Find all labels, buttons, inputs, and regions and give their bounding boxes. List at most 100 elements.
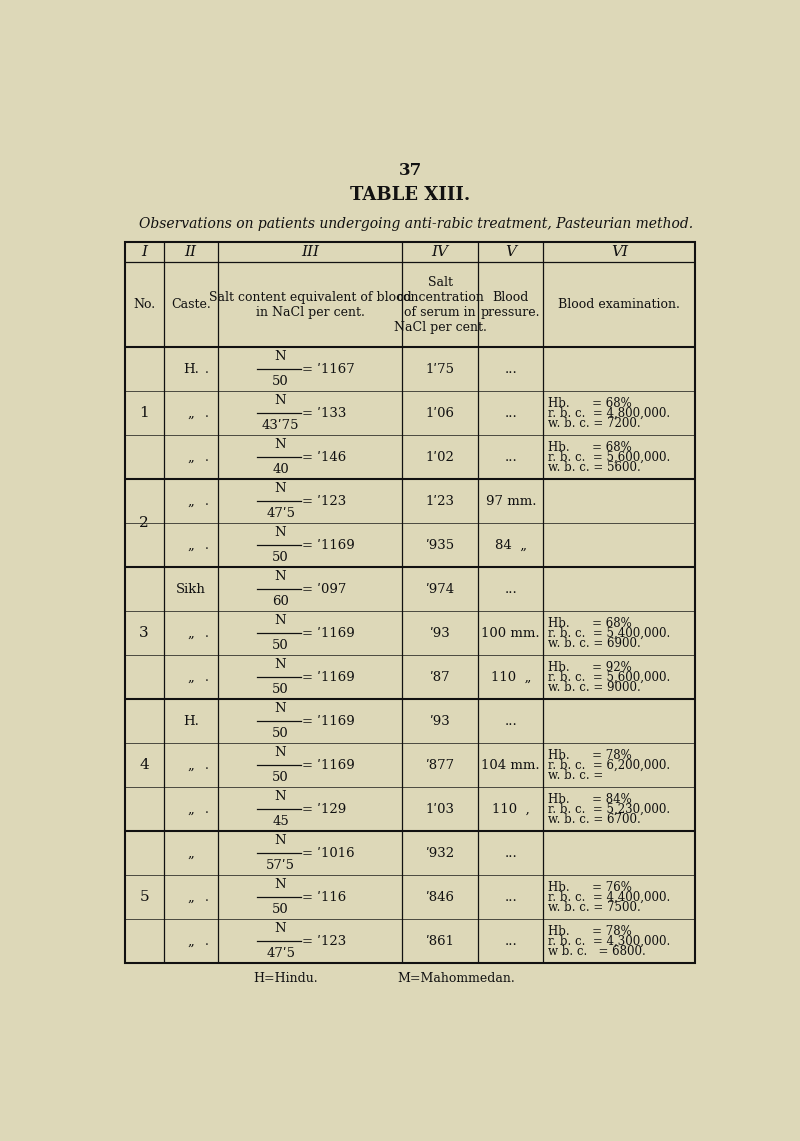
Text: w. b. c. = 7200.: w. b. c. = 7200. [548, 416, 641, 430]
Text: N: N [274, 438, 286, 451]
Text: 60: 60 [272, 596, 289, 608]
Text: H=Hindu.: H=Hindu. [254, 972, 318, 985]
Text: w. b. c. =: w. b. c. = [548, 769, 603, 782]
Text: Hb.      = 84%: Hb. = 84% [548, 793, 632, 806]
Text: .: . [205, 539, 209, 551]
Text: ...: ... [504, 891, 517, 904]
Text: No.: No. [133, 298, 155, 311]
Text: ...: ... [504, 406, 517, 420]
Text: 50: 50 [272, 551, 289, 565]
Text: 47ʹ5: 47ʹ5 [266, 508, 295, 520]
Text: N: N [274, 526, 286, 539]
Text: r. b. c.  = 5,600,000.: r. b. c. = 5,600,000. [548, 451, 670, 463]
Text: r. b. c.  = 5,400,000.: r. b. c. = 5,400,000. [548, 626, 670, 640]
Text: IV: IV [432, 245, 449, 259]
Text: 47ʹ5: 47ʹ5 [266, 947, 295, 961]
Text: 50: 50 [272, 771, 289, 784]
Text: „: „ [187, 847, 194, 859]
Text: r. b. c.  = 5,230,000.: r. b. c. = 5,230,000. [548, 802, 670, 816]
Text: 1: 1 [139, 406, 149, 420]
Text: Observations on patients undergoing anti-rabic treatment, Pasteurian method.: Observations on patients undergoing anti… [138, 217, 693, 230]
Text: „: „ [187, 495, 194, 508]
Bar [125, 242, 695, 963]
Text: ...: ... [504, 847, 517, 859]
Text: N: N [274, 834, 286, 847]
Text: r. b. c.  = 5,600,000.: r. b. c. = 5,600,000. [548, 671, 670, 683]
Text: .: . [205, 802, 209, 816]
Text: ʹ87: ʹ87 [430, 671, 450, 683]
Text: Hb.      = 68%: Hb. = 68% [548, 440, 632, 454]
Text: = ʹ097: = ʹ097 [302, 583, 346, 596]
Text: = ʹ133: = ʹ133 [302, 406, 346, 420]
Text: ʹ935: ʹ935 [426, 539, 454, 551]
Text: Hb.      = 78%: Hb. = 78% [548, 924, 632, 938]
Text: 45: 45 [272, 816, 289, 828]
Text: TABLE XIII.: TABLE XIII. [350, 186, 470, 204]
Text: 50: 50 [272, 375, 289, 388]
Text: r. b. c.  = 6,200,000.: r. b. c. = 6,200,000. [548, 759, 670, 771]
Text: Hb.      = 78%: Hb. = 78% [548, 748, 632, 762]
Text: .: . [205, 363, 209, 375]
Text: .: . [205, 406, 209, 420]
Text: .: . [205, 891, 209, 904]
Text: Hb.      = 68%: Hb. = 68% [548, 397, 632, 410]
Text: r. b. c.  = 4,300,000.: r. b. c. = 4,300,000. [548, 934, 670, 948]
Text: 43ʹ75: 43ʹ75 [262, 419, 299, 432]
Text: ...: ... [504, 583, 517, 596]
Text: 3: 3 [139, 626, 149, 640]
Text: III: III [301, 245, 319, 259]
Text: N: N [274, 877, 286, 891]
Text: Hb.      = 68%: Hb. = 68% [548, 616, 632, 630]
Text: ʹ861: ʹ861 [426, 934, 454, 948]
Text: 110  „: 110 „ [490, 671, 531, 683]
Text: = ʹ1169: = ʹ1169 [302, 671, 355, 683]
Text: N: N [274, 614, 286, 626]
Text: 37: 37 [398, 162, 422, 178]
Text: 2: 2 [139, 516, 149, 531]
Text: „: „ [187, 451, 194, 463]
Text: = ʹ1169: = ʹ1169 [302, 714, 355, 728]
Text: „: „ [187, 626, 194, 640]
Text: „: „ [187, 802, 194, 816]
Text: Salt
concentration
of serum in
NaCl per cent.: Salt concentration of serum in NaCl per … [394, 276, 486, 334]
Text: r. b. c.  = 4,800,000.: r. b. c. = 4,800,000. [548, 406, 670, 420]
Text: .: . [205, 759, 209, 771]
Text: 57ʹ5: 57ʹ5 [266, 859, 295, 872]
Text: .: . [205, 671, 209, 683]
Text: = ʹ123: = ʹ123 [302, 495, 346, 508]
Text: 50: 50 [272, 639, 289, 653]
Text: .: . [205, 495, 209, 508]
Text: „: „ [187, 759, 194, 771]
Text: „: „ [187, 934, 194, 948]
Text: 50: 50 [272, 727, 289, 741]
Text: 50: 50 [272, 683, 289, 696]
Text: 1ʹ23: 1ʹ23 [426, 495, 454, 508]
Text: N: N [274, 350, 286, 363]
Text: ʹ974: ʹ974 [426, 583, 454, 596]
Text: „: „ [187, 539, 194, 551]
Text: H.: H. [182, 714, 198, 728]
Text: 1ʹ75: 1ʹ75 [426, 363, 454, 375]
Text: .: . [205, 626, 209, 640]
Text: ...: ... [504, 451, 517, 463]
Text: ʹ932: ʹ932 [426, 847, 454, 859]
Text: H.: H. [182, 363, 198, 375]
Text: .: . [205, 934, 209, 948]
Text: r. b. c.  = 4,400,000.: r. b. c. = 4,400,000. [548, 891, 670, 904]
Text: = ʹ1169: = ʹ1169 [302, 626, 355, 640]
Text: w. b. c. = 9000.: w. b. c. = 9000. [548, 681, 641, 694]
Text: = ʹ1169: = ʹ1169 [302, 539, 355, 551]
Text: 5: 5 [139, 890, 149, 904]
Text: N: N [274, 482, 286, 495]
Text: N: N [274, 790, 286, 803]
Text: N: N [274, 394, 286, 407]
Text: ...: ... [504, 934, 517, 948]
Text: N: N [274, 570, 286, 583]
Text: 97 mm.: 97 mm. [486, 495, 536, 508]
Text: 50: 50 [272, 904, 289, 916]
Text: „: „ [187, 891, 194, 904]
Text: Hb.      = 76%: Hb. = 76% [548, 881, 632, 893]
Text: Salt content equivalent of blood
in NaCl per cent.: Salt content equivalent of blood in NaCl… [209, 291, 411, 318]
Text: = ʹ129: = ʹ129 [302, 802, 346, 816]
Text: N: N [274, 702, 286, 715]
